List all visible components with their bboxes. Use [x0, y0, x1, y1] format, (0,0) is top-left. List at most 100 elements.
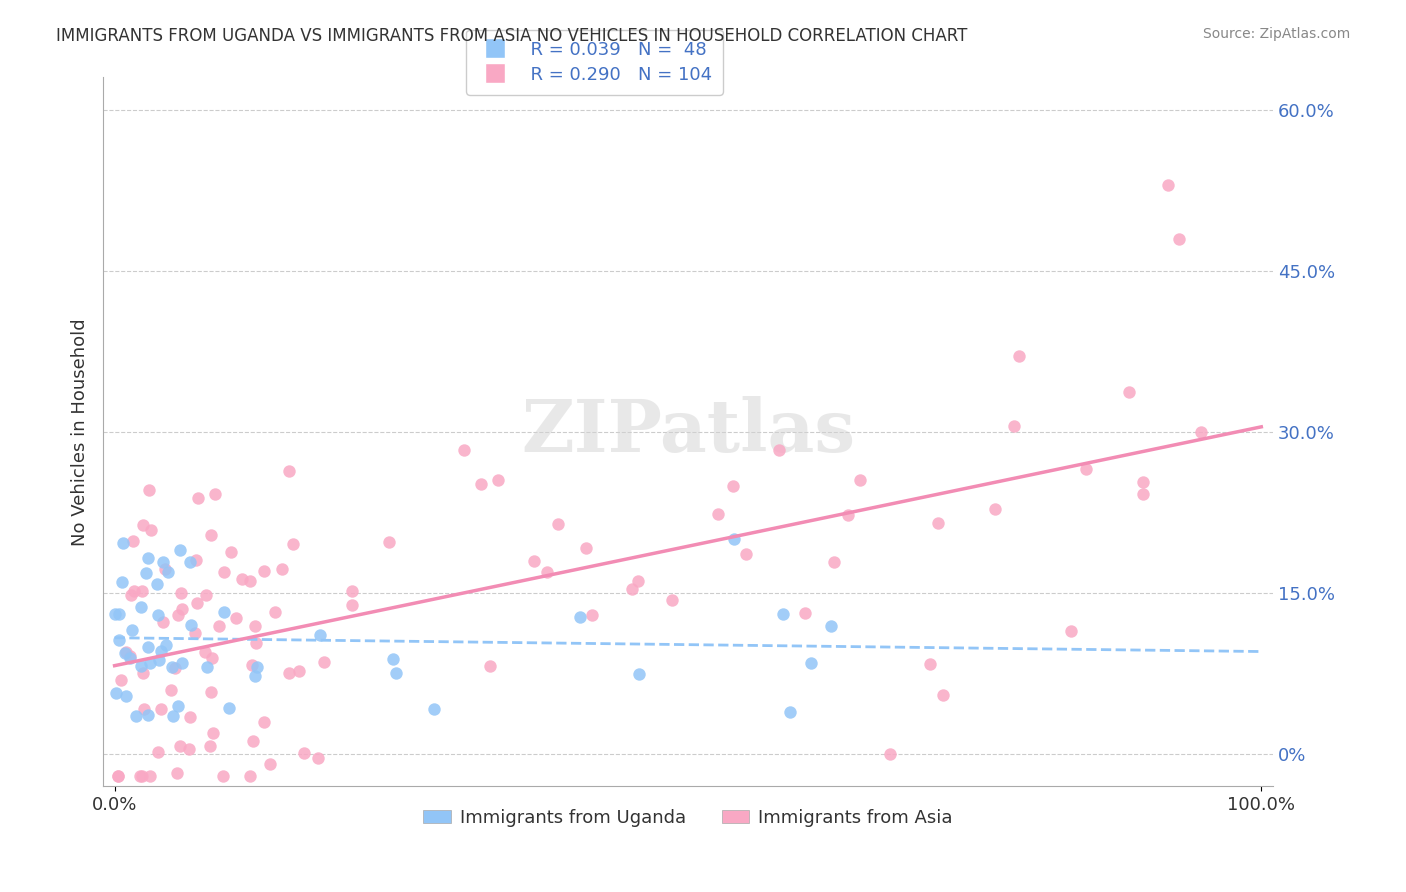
Point [135, 566, 157, 581]
Point [120, 651, 142, 665]
Point [141, 523, 163, 537]
Point [820, 619, 842, 633]
Point [547, 517, 569, 532]
Point [148, 653, 170, 667]
Point [723, 532, 745, 546]
Point [536, 565, 558, 579]
Point [120, 588, 142, 602]
Point [292, 747, 315, 761]
Point [243, 619, 266, 633]
Point [195, 588, 218, 602]
Point [139, 656, 162, 670]
Point [167, 698, 190, 713]
Point [1157, 178, 1180, 192]
Point [125, 709, 148, 723]
Point [138, 640, 160, 654]
Point [128, 769, 150, 783]
Point [107, 769, 129, 783]
Point [166, 765, 188, 780]
Point [288, 664, 311, 678]
Point [1132, 475, 1154, 489]
Point [848, 474, 870, 488]
Point [129, 599, 152, 614]
Point [136, 708, 159, 723]
Point [114, 646, 136, 660]
Point [202, 726, 225, 740]
Point [214, 565, 236, 579]
Point [108, 633, 131, 648]
Point [283, 537, 305, 551]
Point [131, 665, 153, 680]
Point [179, 709, 201, 723]
Point [721, 479, 744, 493]
Point [200, 527, 222, 541]
Point [131, 658, 153, 673]
Point [621, 582, 644, 596]
Point [104, 686, 127, 700]
Point [155, 638, 177, 652]
Point [312, 655, 335, 669]
Point [149, 644, 172, 658]
Point [1074, 462, 1097, 476]
Point [1008, 349, 1031, 363]
Point [214, 605, 236, 619]
Point [779, 705, 801, 719]
Point [1060, 624, 1083, 638]
Point [170, 602, 193, 616]
Point [200, 685, 222, 699]
Point [231, 572, 253, 586]
Point [423, 701, 446, 715]
Point [523, 554, 546, 568]
Point [218, 701, 240, 715]
Point [253, 715, 276, 730]
Point [194, 645, 217, 659]
Point [211, 769, 233, 783]
Point [661, 592, 683, 607]
Point [470, 477, 492, 491]
Point [245, 669, 267, 683]
Point [149, 701, 172, 715]
Point [160, 683, 183, 698]
Point [837, 508, 859, 523]
Point [342, 598, 364, 612]
Point [145, 576, 167, 591]
Point [162, 708, 184, 723]
Text: ZIPatlas: ZIPatlas [520, 396, 855, 467]
Point [155, 562, 177, 576]
Point [121, 534, 143, 549]
Point [108, 607, 131, 622]
Point [138, 483, 160, 497]
Point [132, 702, 155, 716]
Point [307, 751, 329, 765]
Point [1132, 486, 1154, 500]
Point [169, 543, 191, 558]
Point [735, 547, 758, 561]
Point [385, 665, 408, 680]
Point [208, 619, 231, 633]
Point [187, 491, 209, 505]
Point [1118, 384, 1140, 399]
Point [166, 607, 188, 622]
Point [486, 473, 509, 487]
Point [112, 536, 135, 550]
Point [179, 555, 201, 569]
Text: IMMIGRANTS FROM UGANDA VS IMMIGRANTS FROM ASIA NO VEHICLES IN HOUSEHOLD CORRELAT: IMMIGRANTS FROM UGANDA VS IMMIGRANTS FRO… [56, 27, 967, 45]
Text: Source: ZipAtlas.com: Source: ZipAtlas.com [1202, 27, 1350, 41]
Point [170, 586, 193, 600]
Point [259, 756, 281, 771]
Point [131, 584, 153, 599]
Point [240, 657, 263, 672]
Point [204, 487, 226, 501]
Point [110, 673, 132, 688]
Point [186, 596, 208, 610]
Point [163, 661, 186, 675]
Point [381, 651, 404, 665]
Point [107, 769, 129, 783]
Point [277, 665, 299, 680]
Point [104, 607, 127, 622]
Point [800, 656, 823, 670]
Point [195, 660, 218, 674]
Legend: Immigrants from Uganda, Immigrants from Asia: Immigrants from Uganda, Immigrants from … [416, 802, 960, 834]
Point [172, 657, 194, 671]
Point [252, 564, 274, 578]
